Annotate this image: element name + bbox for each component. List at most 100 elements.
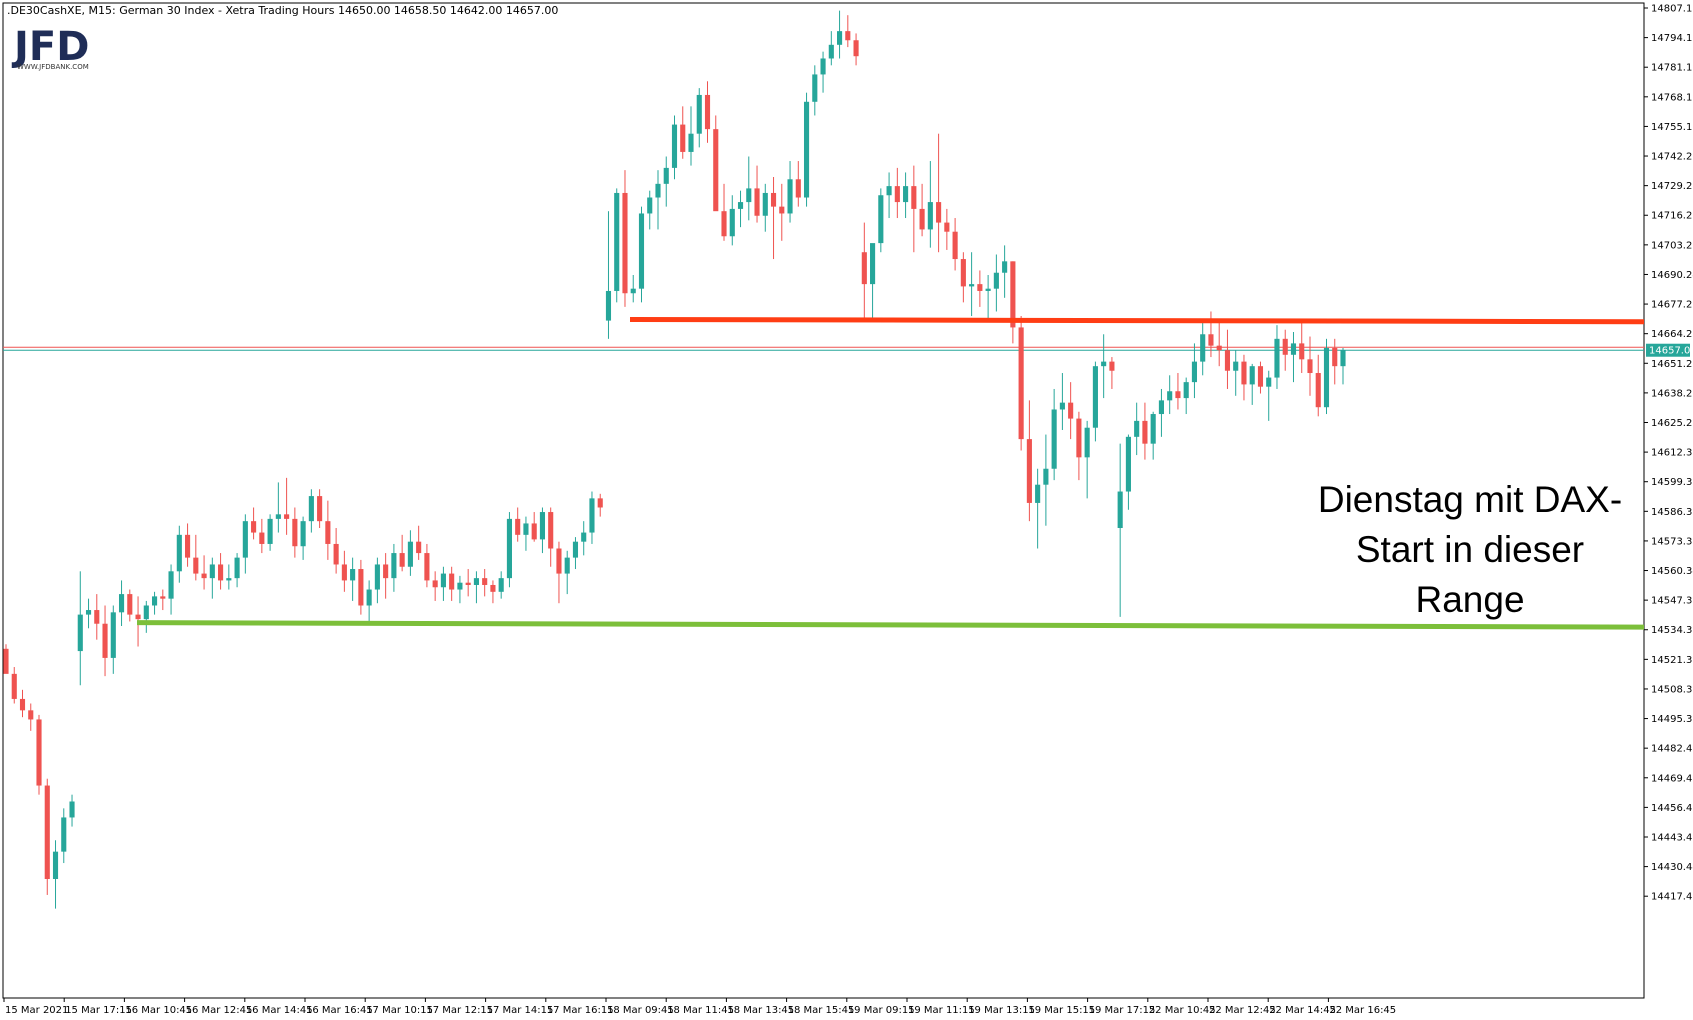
bull-candle <box>671 115 678 180</box>
price-tick-label: 14417.45 <box>1651 892 1693 903</box>
bull-candle <box>746 156 752 221</box>
price-tick-label: 14547.35 <box>1651 596 1693 607</box>
bear-candle <box>11 667 17 704</box>
price-tick-label: 14482.40 <box>1651 744 1693 755</box>
bull-candle <box>589 491 595 544</box>
bull-candle <box>176 525 182 583</box>
annotation-line-1: Dienstag mit DAX- <box>1318 479 1622 520</box>
bear-candle <box>1216 322 1222 367</box>
time-tick-label: 17 Mar 16:15 <box>547 1005 614 1016</box>
candle-body <box>1191 361 1198 383</box>
candle-body <box>292 518 298 547</box>
bear-candle <box>779 183 785 241</box>
candle-body <box>1175 391 1181 399</box>
candle-body <box>11 673 17 699</box>
bull-candle <box>1125 434 1131 510</box>
candle-body <box>3 648 9 674</box>
time-tick-label: 18 Mar 09:45 <box>607 1005 674 1016</box>
price-tick-label: 14651.27 <box>1651 359 1693 370</box>
candle-body <box>795 179 801 198</box>
candle-body <box>61 817 67 852</box>
bull-candle <box>820 51 826 93</box>
candle-body <box>1257 366 1264 387</box>
candle-body <box>1274 338 1280 378</box>
bull-candle <box>663 156 669 207</box>
candle-body <box>110 612 116 658</box>
candle-body <box>325 521 331 544</box>
bear-candle <box>622 170 628 307</box>
bear-candle <box>944 208 950 250</box>
candle-body <box>1010 261 1016 328</box>
bear-candle <box>704 81 711 143</box>
candle-body <box>1266 377 1272 387</box>
bull-candle <box>564 550 570 595</box>
candle-body <box>374 564 380 590</box>
bull-candle <box>614 188 620 303</box>
candle-body <box>275 514 281 519</box>
bull-candle <box>638 206 645 303</box>
bear-candle <box>1299 322 1305 374</box>
candle-body <box>696 94 702 134</box>
time-tick-label: 19 Mar 13:15 <box>968 1005 1035 1016</box>
candle-body <box>432 580 438 588</box>
time-tick-label: 19 Mar 11:15 <box>908 1005 975 1016</box>
jfd-logo: JFD WWW.JFDBANK.COM <box>11 24 89 71</box>
candle-body <box>1026 439 1032 503</box>
time-tick-label: 18 Mar 15:45 <box>788 1005 855 1016</box>
bull-candle <box>1266 370 1272 421</box>
bear-candle <box>1315 354 1321 417</box>
candle-body <box>680 124 686 152</box>
bull-candle <box>506 512 512 588</box>
candle-body <box>614 192 620 291</box>
bear-candle <box>259 518 265 554</box>
bull-candle <box>878 188 884 253</box>
bear-candle <box>1068 382 1074 440</box>
bull-candle <box>993 254 999 312</box>
time-tick-label: 19 Mar 09:15 <box>848 1005 915 1016</box>
price-tick-label: 14703.23 <box>1651 240 1693 251</box>
candle-body <box>952 231 958 260</box>
bull-candle <box>440 566 446 601</box>
candle-body <box>350 569 356 581</box>
bear-candle <box>977 270 983 307</box>
bull-candle <box>407 530 413 576</box>
candle-body <box>762 192 768 216</box>
bull-candle <box>366 580 372 622</box>
bear-candle <box>853 33 859 66</box>
price-tick-label: 14807.15 <box>1651 4 1693 15</box>
candle-body <box>1307 359 1313 374</box>
bull-candle <box>1150 411 1156 460</box>
candle-body <box>333 543 339 565</box>
time-tick-label: 16 Mar 12:45 <box>186 1005 253 1016</box>
candle-body <box>234 557 240 579</box>
bull-candle <box>300 516 306 560</box>
price-tick-label: 14768.18 <box>1651 92 1693 103</box>
bull-candle <box>1051 388 1057 481</box>
candle-body <box>894 186 900 203</box>
candle-body <box>903 186 909 203</box>
logo-text: JFD <box>11 24 89 70</box>
time-tick-label: 15 Mar 17:15 <box>65 1005 132 1016</box>
price-tick-label: 14690.24 <box>1651 270 1693 281</box>
bull-candle <box>688 106 694 166</box>
time-tick-label: 19 Mar 17:15 <box>1089 1005 1156 1016</box>
time-tick-label: 18 Mar 11:45 <box>667 1005 734 1016</box>
candle-body <box>102 623 108 658</box>
candle-body <box>201 573 207 579</box>
bear-candle <box>936 133 942 253</box>
price-tick-label: 14664.26 <box>1651 329 1693 340</box>
candle-body <box>1241 361 1247 385</box>
bear-candle <box>3 644 9 674</box>
bear-candle <box>894 167 900 219</box>
candle-body <box>539 512 546 540</box>
time-tick-label: 15 Mar 2021 <box>5 1005 68 1016</box>
bear-candle <box>284 477 290 535</box>
price-tick-label: 14599.31 <box>1651 477 1693 488</box>
price-tick-label: 14612.30 <box>1651 448 1693 459</box>
bear-candle <box>292 507 298 558</box>
candle-body <box>218 564 224 581</box>
support-line <box>136 620 1645 630</box>
bull-candle <box>1084 420 1090 499</box>
time-tick-label: 16 Mar 16:45 <box>306 1005 373 1016</box>
bear-candle <box>1175 373 1181 410</box>
